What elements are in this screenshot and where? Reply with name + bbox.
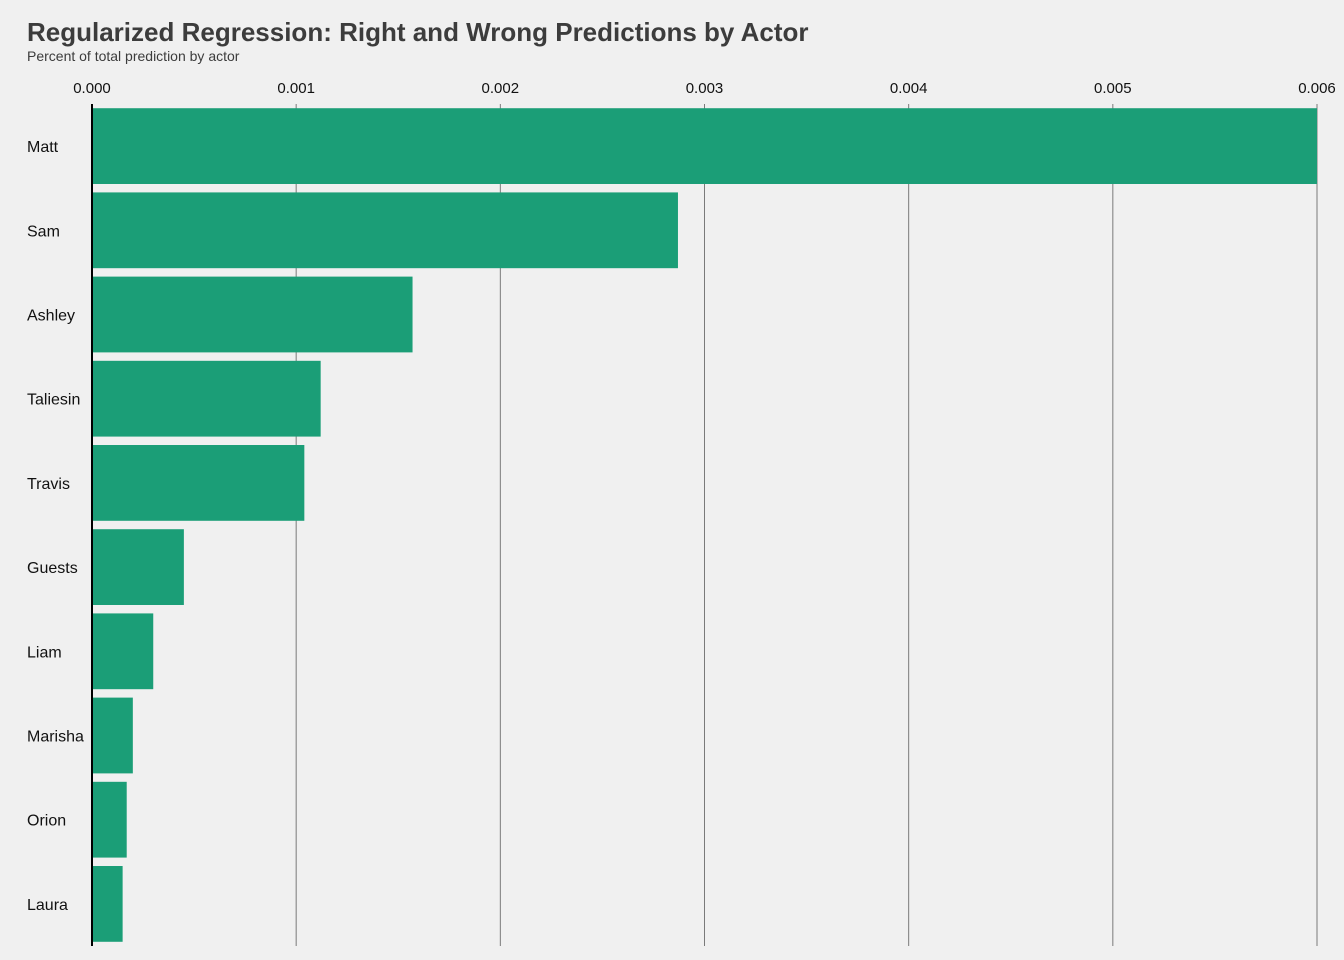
bar-liam xyxy=(92,613,154,690)
bar-sam xyxy=(92,192,678,269)
x-tick-label: 0.000 xyxy=(73,80,111,97)
bar-taliesin xyxy=(92,360,321,437)
category-label: Sam xyxy=(27,223,60,240)
x-axis-ticks: 0.000 0.001 0.002 0.003 0.004 0.005 0.006 xyxy=(73,80,1336,97)
category-label: Laura xyxy=(27,897,68,914)
bar-laura xyxy=(92,866,123,942)
gridlines xyxy=(295,104,1318,946)
bar-orion xyxy=(92,781,127,858)
category-label: Matt xyxy=(27,139,59,156)
chart-title: Regularized Regression: Right and Wrong … xyxy=(27,17,809,47)
chart-subtitle: Percent of total prediction by actor xyxy=(27,48,240,64)
x-tick-label: 0.001 xyxy=(277,80,315,97)
category-label: Marisha xyxy=(27,729,84,746)
category-label: Ashley xyxy=(27,308,75,325)
category-label: Travis xyxy=(27,476,70,493)
category-label: Taliesin xyxy=(27,392,80,409)
category-label: Guests xyxy=(27,560,78,577)
x-tick-label: 0.004 xyxy=(890,80,928,97)
bar-matt xyxy=(92,108,1317,184)
x-tick-label: 0.003 xyxy=(686,80,724,97)
category-label: Liam xyxy=(27,644,62,661)
bar-travis xyxy=(92,445,305,521)
x-tick-label: 0.002 xyxy=(482,80,520,97)
bar-marisha xyxy=(92,697,133,774)
bar-ashley xyxy=(92,276,413,353)
bar-guests xyxy=(92,529,184,605)
category-label: Orion xyxy=(27,813,66,830)
x-tick-label: 0.005 xyxy=(1094,80,1132,97)
bars xyxy=(92,108,1317,942)
x-tick-label: 0.006 xyxy=(1298,80,1336,97)
category-labels: Matt Sam Ashley Taliesin Travis Guests Liam Mar… xyxy=(27,139,84,914)
